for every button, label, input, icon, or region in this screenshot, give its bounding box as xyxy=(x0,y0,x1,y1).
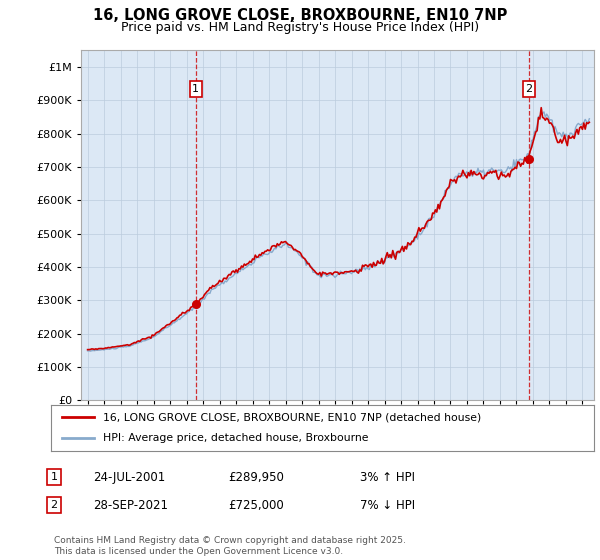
Text: £289,950: £289,950 xyxy=(228,470,284,484)
Text: 1: 1 xyxy=(50,472,58,482)
Text: Contains HM Land Registry data © Crown copyright and database right 2025.
This d: Contains HM Land Registry data © Crown c… xyxy=(54,536,406,556)
Text: 7% ↓ HPI: 7% ↓ HPI xyxy=(360,498,415,512)
Text: 3% ↑ HPI: 3% ↑ HPI xyxy=(360,470,415,484)
Text: 28-SEP-2021: 28-SEP-2021 xyxy=(93,498,168,512)
Text: 16, LONG GROVE CLOSE, BROXBOURNE, EN10 7NP: 16, LONG GROVE CLOSE, BROXBOURNE, EN10 7… xyxy=(93,8,507,24)
Text: 2: 2 xyxy=(525,84,532,94)
Text: £725,000: £725,000 xyxy=(228,498,284,512)
Text: Price paid vs. HM Land Registry's House Price Index (HPI): Price paid vs. HM Land Registry's House … xyxy=(121,21,479,34)
Text: 1: 1 xyxy=(193,84,199,94)
Text: 24-JUL-2001: 24-JUL-2001 xyxy=(93,470,165,484)
Text: 16, LONG GROVE CLOSE, BROXBOURNE, EN10 7NP (detached house): 16, LONG GROVE CLOSE, BROXBOURNE, EN10 7… xyxy=(103,412,481,422)
Text: 2: 2 xyxy=(50,500,58,510)
Text: HPI: Average price, detached house, Broxbourne: HPI: Average price, detached house, Brox… xyxy=(103,433,368,444)
